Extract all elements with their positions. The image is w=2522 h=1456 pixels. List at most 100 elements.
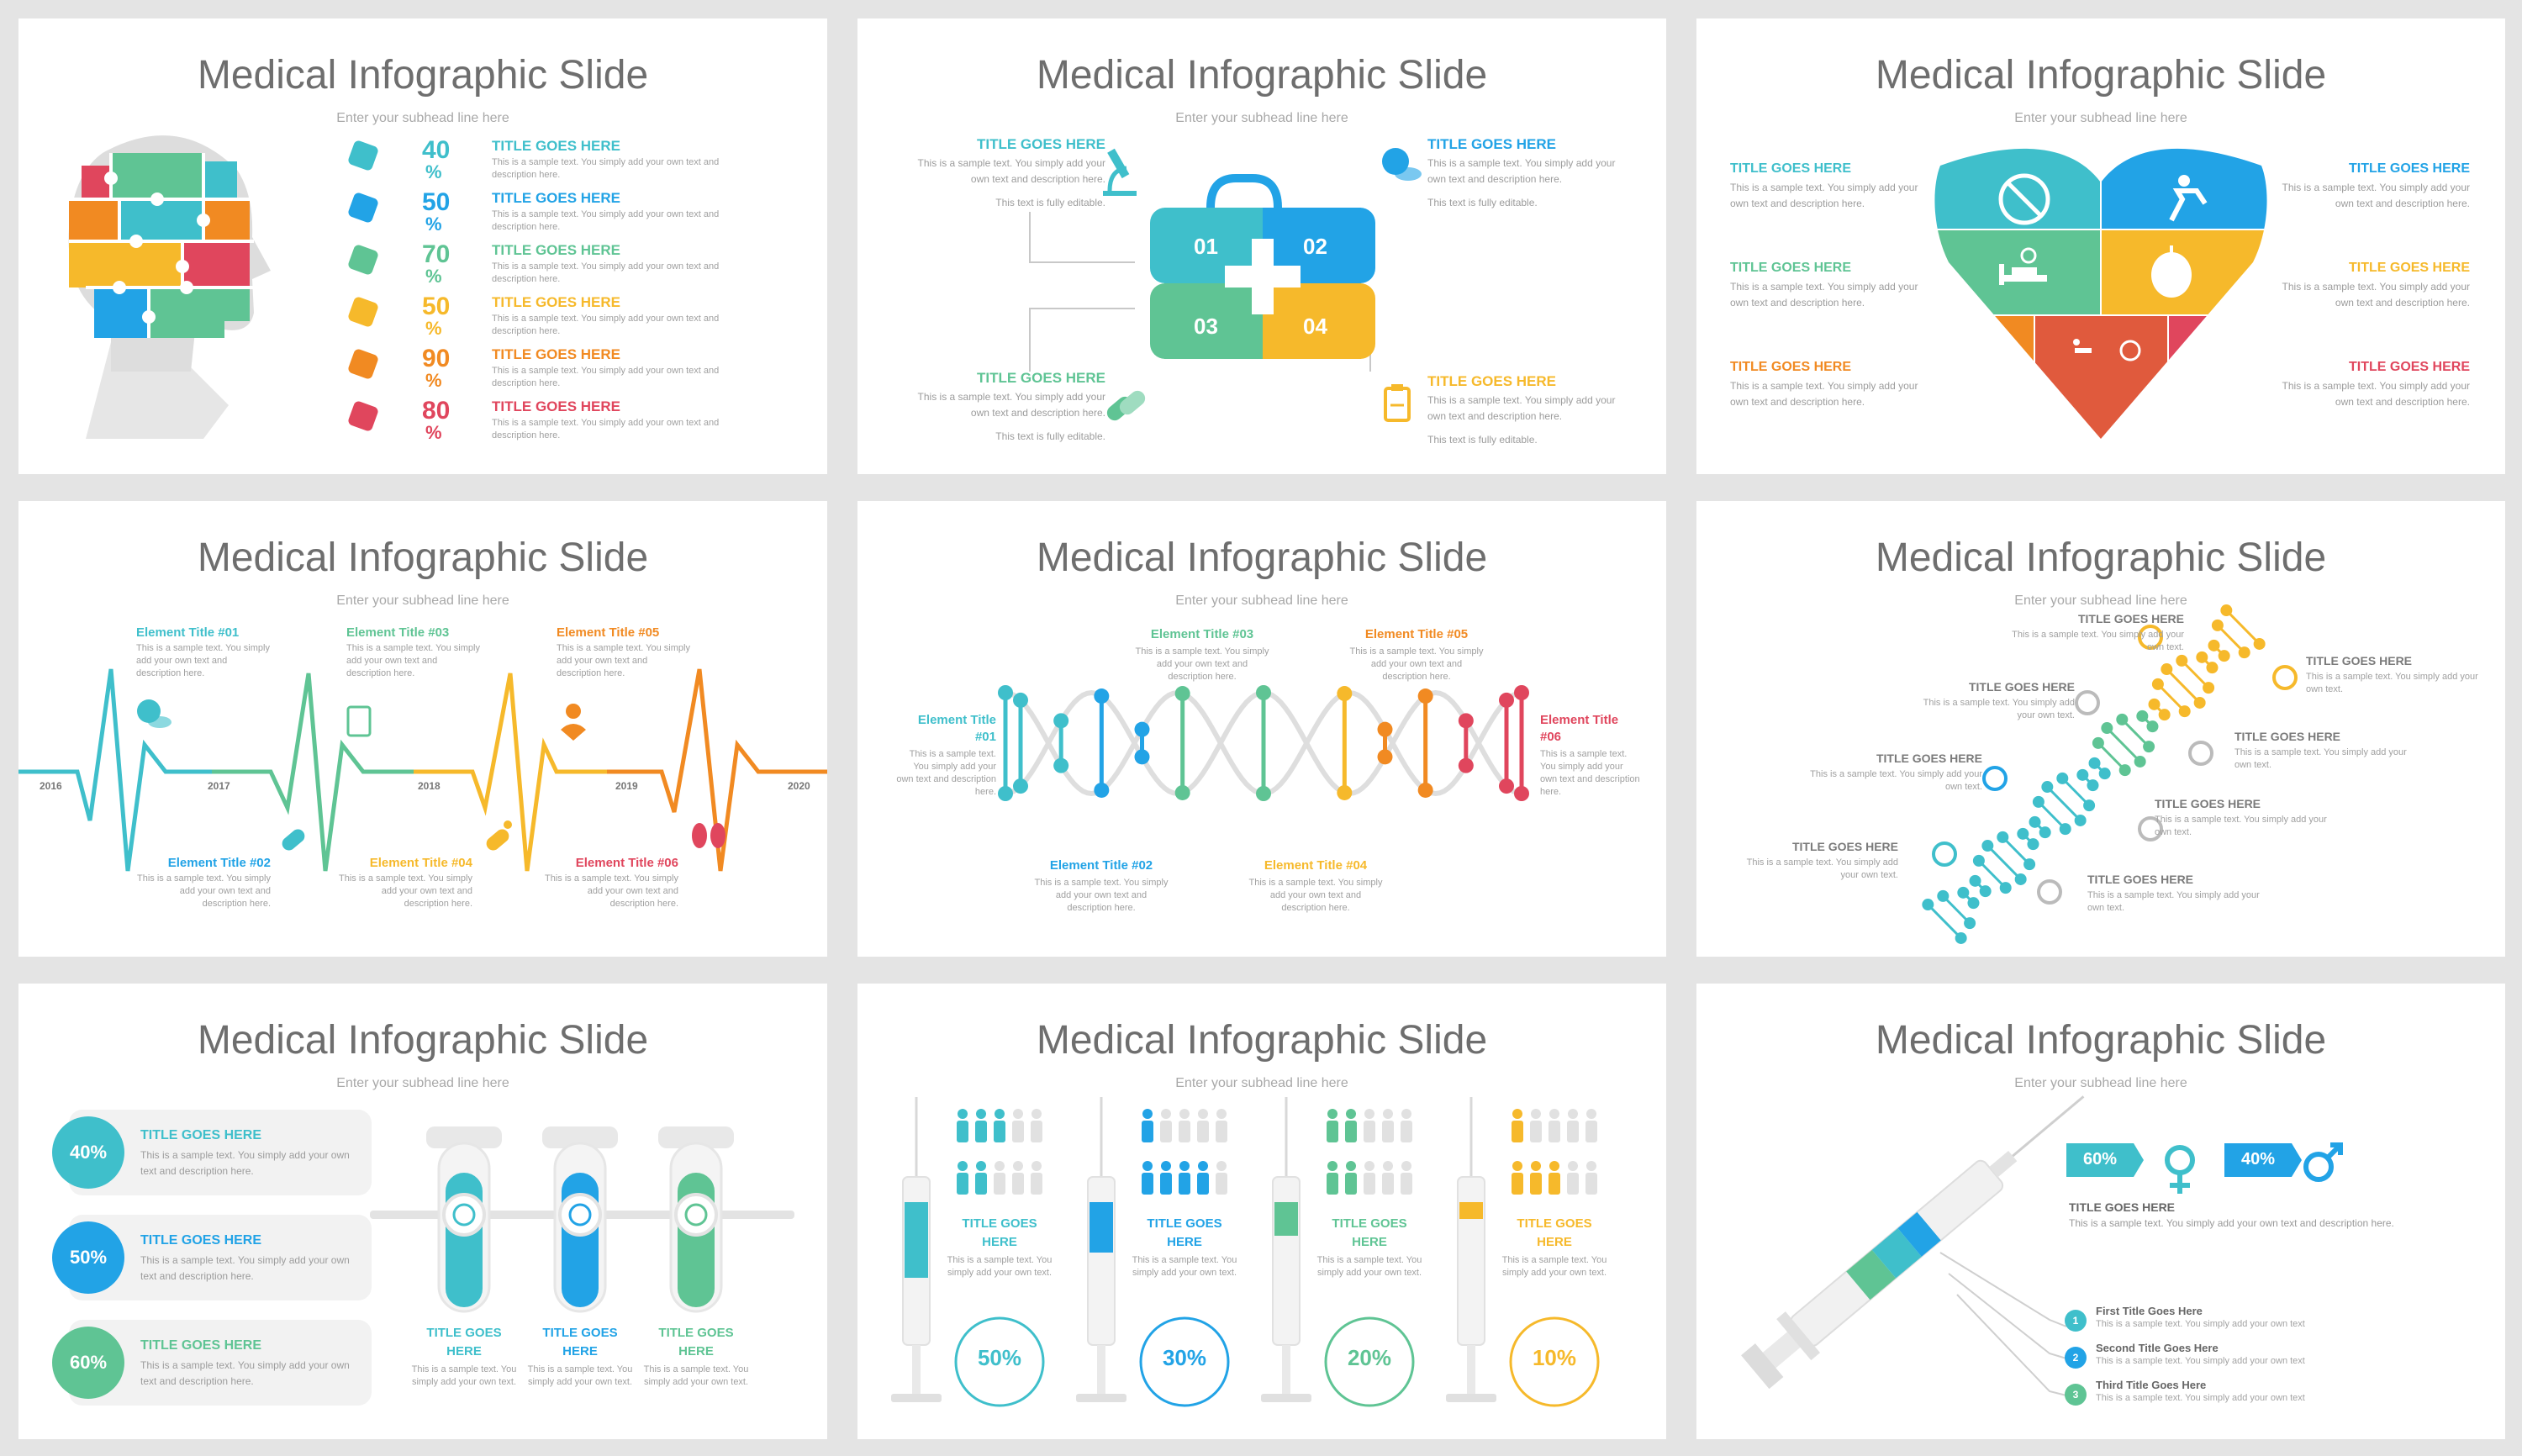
slide-heart[interactable]: Medical Infographic Slide Enter your sub… [1696,18,2505,474]
gender-title: TITLE GOES HERE [2069,1200,2176,1214]
dna-title: TITLE GOES HERE [1876,752,1982,765]
percent-desc: This is a sample text. You simply add yo… [140,1359,350,1387]
dna-title: TITLE GOES HERE [1791,840,1898,853]
element-title: Element Title #06 [575,856,678,870]
item-desc: This is a sample text. You simply add yo… [492,261,720,284]
el6-title-a: Element Title [1540,713,1619,727]
slide-title: Medical Infographic Slide [1036,53,1488,98]
element-title: Element Title #05 [557,625,660,640]
dna-desc: This is a sample text. You simply add yo… [2155,815,2327,837]
dna-title: TITLE GOES HERE [2155,797,2261,810]
slide-dna-diagonal[interactable]: Medical Infographic Slide Enter your sub… [1696,501,2505,957]
item-title: TITLE GOES HERE [492,398,621,414]
el1-title-a: Element Title [917,713,996,727]
syringe-desc: This is a sample text. You simply add yo… [947,1255,1053,1278]
puzzle-piece-icon [346,139,380,172]
tube-title: TITLE GOES HERE [542,1326,618,1358]
slide-subhead: Enter your subhead line here [336,1076,509,1090]
heart-right-title: TITLE GOES HERE [2348,161,2470,176]
slide-test-tubes[interactable]: Medical Infographic Slide Enter your sub… [18,984,827,1439]
clipboard-icon [1384,384,1411,422]
item-title: TITLE GOES HERE [492,190,621,206]
slide-subhead: Enter your subhead line here [2014,111,2187,125]
kit-number-4: 04 [1303,314,1327,339]
molecule-icon [2138,625,2163,650]
tube-desc: This is a sample text. You simply add yo… [411,1364,517,1387]
slide-subhead: Enter your subhead line here [336,593,509,608]
syringe-title: TITLE GOES HERE [1147,1216,1222,1249]
clipboard-icon [346,705,372,737]
slide-dna-horizontal[interactable]: Medical Infographic Slide Enter your sub… [857,501,1666,957]
percent-value: 40 [422,136,451,164]
element-title: Element Title #04 [369,856,472,870]
heart-left-desc: This is a sample text. You simply add yo… [1730,182,1918,209]
dna-title: TITLE GOES HERE [2077,612,2184,625]
heart-graphic [1934,148,2267,440]
slide-title: Medical Infographic Slide [197,535,649,580]
element-desc: This is a sample text. You simply add yo… [137,873,271,909]
element-desc: This is a sample text. You simply add yo… [557,643,690,678]
el1-title-b: #01 [974,730,996,744]
desc-top-left: This is a sample text. You simply add yo… [917,157,1105,185]
percent-title: TITLE GOES HERE [140,1128,262,1142]
lungs-icon [1982,766,2008,791]
puzzle-piece-icon [346,243,380,277]
male-icon [2303,1142,2343,1182]
slide-subhead: Enter your subhead line here [2014,593,2187,608]
percent-value: 50 [422,293,451,320]
pill-icon [1382,148,1422,181]
step-desc: This is a sample text. You simply add yo… [2096,1393,2305,1403]
test-tubes-graphic [370,1126,794,1313]
el3-desc: This is a sample text. You simply add yo… [1135,646,1269,682]
slide-head-puzzle[interactable]: Medical Infographic Slide Enter your sub… [18,18,827,474]
slide-subhead: Enter your subhead line here [1175,111,1348,125]
step-title: Third Title Goes Here [2096,1379,2207,1391]
gender-desc: This is a sample text. You simply add yo… [2069,1217,2394,1229]
percent-sign: % [425,422,442,443]
brain-icon [2075,690,2100,715]
percent-value: 80 [422,397,451,425]
item-title: TITLE GOES HERE [492,346,621,362]
el2-desc: This is a sample text. You simply add yo… [1034,878,1169,913]
element-desc: This is a sample text. You simply add yo… [339,873,472,909]
slide-medical-kit[interactable]: Medical Infographic Slide Enter your sub… [857,18,1666,474]
slide-syringes-people[interactable]: Medical Infographic Slide Enter your sub… [857,984,1666,1439]
editable-top-right: This text is fully editable. [1427,197,1538,208]
slide-title: Medical Infographic Slide [1875,1018,2327,1063]
item-desc: This is a sample text. You simply add yo… [492,157,720,180]
slide-heartbeat-timeline[interactable]: Medical Infographic Slide Enter your sub… [18,501,827,957]
editable-bottom-right: This text is fully editable. [1427,434,1538,446]
el1-desc: This is a sample text. You simply add yo… [896,749,996,797]
percent-value: 50 [422,188,451,216]
stretcher-icon [2073,339,2092,353]
step-desc: This is a sample text. You simply add yo… [2096,1356,2305,1366]
syringe-title: TITLE GOES HERE [1517,1216,1592,1249]
tube-desc: This is a sample text. You simply add yo… [643,1364,749,1387]
el5-title: Element Title #05 [1364,627,1469,641]
capsule-icon [1106,390,1146,421]
element-desc: This is a sample text. You simply add yo… [136,643,270,678]
percent-sign: % [425,161,442,182]
percent-sign: % [425,266,442,287]
kit-number-1: 01 [1194,234,1218,259]
el4-title: Element Title #04 [1264,858,1368,873]
baby-icon [561,704,586,741]
percent-sign: % [425,214,442,235]
item-title: TITLE GOES HERE [492,294,621,310]
slide-subhead: Enter your subhead line here [1175,593,1348,608]
item-desc: This is a sample text. You simply add yo… [492,418,720,440]
slide-title: Medical Infographic Slide [1036,535,1488,580]
element-title: Element Title #03 [346,625,450,640]
slide-syringe-gender[interactable]: Medical Infographic Slide Enter your sub… [1696,984,2505,1439]
apple-icon [2151,245,2192,298]
year-label: 2018 [418,780,441,792]
dna-title: TITLE GOES HERE [2306,654,2413,667]
female-percent: 60% [2082,1150,2118,1168]
title-bottom-left: TITLE GOES HERE [976,370,1105,386]
item-desc: This is a sample text. You simply add yo… [492,314,720,336]
percent-sign: % [425,318,442,339]
tooth-icon [2138,816,2163,841]
percent-desc: This is a sample text. You simply add yo… [140,1149,350,1177]
puzzle-piece-icon [346,347,380,381]
dna-desc: This is a sample text. You simply add yo… [2087,890,2260,913]
